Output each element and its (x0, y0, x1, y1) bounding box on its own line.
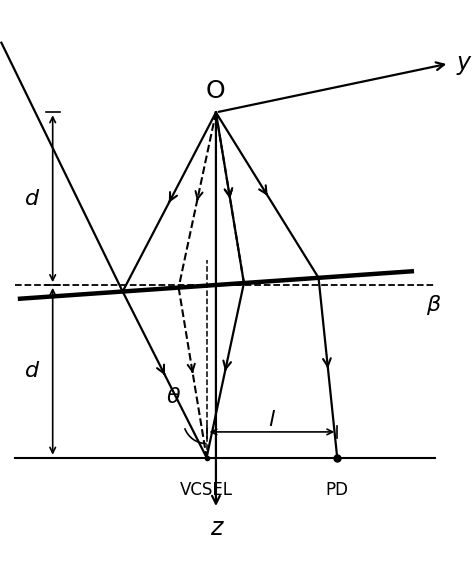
Text: $\theta$: $\theta$ (166, 387, 182, 407)
Text: PD: PD (326, 481, 349, 499)
Text: $d$: $d$ (24, 189, 40, 209)
Text: z: z (210, 516, 222, 540)
Text: $d$: $d$ (24, 361, 40, 381)
Text: $\beta$: $\beta$ (426, 294, 441, 317)
Text: $l$: $l$ (268, 410, 276, 430)
Text: VCSEL: VCSEL (180, 481, 233, 499)
Text: y: y (456, 51, 470, 75)
Text: O: O (206, 79, 226, 103)
